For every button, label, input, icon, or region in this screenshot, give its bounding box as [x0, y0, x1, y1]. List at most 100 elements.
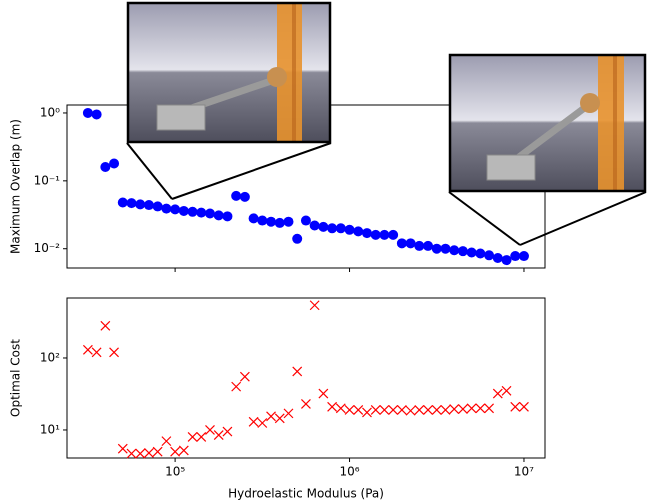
y-tick-label: 10⁻¹ — [34, 173, 61, 187]
data-point — [345, 225, 355, 235]
axes-frame — [67, 298, 545, 458]
data-point — [118, 444, 127, 453]
data-point — [127, 198, 137, 208]
data-point — [353, 226, 363, 236]
data-point — [301, 216, 311, 226]
data-point — [362, 408, 371, 417]
data-point — [502, 386, 511, 395]
data-point — [424, 405, 433, 414]
data-point — [476, 404, 485, 413]
data-point — [249, 417, 258, 426]
data-point — [327, 223, 337, 233]
data-point — [135, 199, 145, 209]
data-point — [196, 208, 206, 218]
data-point — [136, 449, 145, 458]
data-point — [222, 211, 232, 221]
data-point — [467, 404, 476, 413]
data-point — [389, 405, 398, 414]
data-point — [100, 162, 110, 172]
y-axis-label: Maximum Overlap (m) — [9, 119, 23, 254]
y-tick-label: 10¹ — [40, 422, 60, 436]
data-point — [258, 418, 267, 427]
data-point — [310, 301, 319, 310]
data-point — [153, 201, 163, 211]
data-point — [379, 230, 389, 240]
data-point — [223, 427, 232, 436]
y-tick-label: 10⁰ — [40, 105, 60, 119]
data-point — [458, 405, 467, 414]
data-point — [267, 412, 276, 421]
data-point — [484, 250, 494, 260]
data-point — [127, 449, 136, 458]
data-point — [231, 191, 241, 201]
data-point — [197, 432, 206, 441]
data-point — [414, 241, 424, 251]
data-point — [388, 230, 398, 240]
data-point — [144, 448, 153, 457]
data-point — [92, 348, 101, 357]
data-point — [432, 244, 442, 254]
data-point — [380, 405, 389, 414]
data-point — [249, 213, 259, 223]
data-point — [171, 447, 180, 456]
data-point — [354, 405, 363, 414]
data-point — [318, 222, 328, 232]
inset-image — [449, 55, 646, 245]
data-point — [336, 404, 345, 413]
data-point — [214, 431, 223, 440]
data-point — [83, 345, 92, 354]
data-point — [502, 255, 512, 265]
data-point — [475, 249, 485, 259]
data-point — [284, 409, 293, 418]
data-point — [275, 218, 285, 228]
page: {"chart_data": [ {"type": "scatter", "yl… — [0, 0, 649, 504]
data-point — [397, 405, 406, 414]
data-point — [362, 228, 372, 238]
data-point — [441, 405, 450, 414]
data-point — [423, 241, 433, 251]
data-point — [179, 206, 189, 216]
data-point — [118, 197, 128, 207]
data-point — [162, 437, 171, 446]
data-point — [232, 382, 241, 391]
data-point — [319, 389, 328, 398]
data-point — [240, 372, 249, 381]
data-point — [283, 217, 293, 227]
data-point — [406, 238, 416, 248]
data-point — [153, 447, 162, 456]
data-point — [397, 238, 407, 248]
figure: 10⁰10⁻¹10⁻²Maximum Overlap (m)10¹10²10⁵1… — [0, 0, 649, 504]
data-point — [292, 234, 302, 244]
data-point — [240, 192, 250, 202]
data-point — [301, 399, 310, 408]
y-axis-label: Optimal Cost — [9, 339, 23, 417]
data-point — [511, 402, 520, 411]
data-point — [519, 402, 528, 411]
x-axis-label: Hydroelastic Modulus (Pa) — [228, 487, 384, 501]
data-point — [371, 405, 380, 414]
data-point — [83, 108, 93, 118]
inset-image — [127, 3, 331, 199]
data-point — [92, 109, 102, 119]
data-point — [205, 209, 215, 219]
data-point — [371, 230, 381, 240]
y-tick-label: 10² — [40, 350, 60, 364]
data-point — [144, 200, 154, 210]
x-tick-label: 10⁵ — [165, 465, 185, 479]
data-point — [406, 406, 415, 415]
data-point — [510, 251, 520, 261]
data-point — [493, 253, 503, 263]
data-point — [336, 223, 346, 233]
x-tick-label: 10⁷ — [514, 465, 534, 479]
data-point — [328, 402, 337, 411]
data-point — [440, 244, 450, 254]
data-point — [214, 210, 224, 220]
data-point — [450, 405, 459, 414]
data-point — [485, 404, 494, 413]
data-point — [467, 247, 477, 257]
data-point — [519, 251, 529, 261]
data-point — [170, 204, 180, 214]
data-point — [188, 207, 198, 217]
data-point — [266, 217, 276, 227]
data-point — [345, 405, 354, 414]
